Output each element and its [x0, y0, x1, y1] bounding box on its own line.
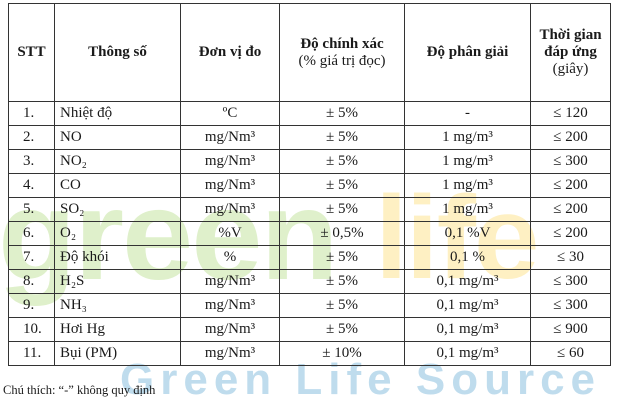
cell-response: ≤ 300: [530, 269, 611, 294]
cell-unit: mg/Nm³: [180, 197, 280, 222]
cell-response: ≤ 60: [530, 341, 611, 366]
cell-resolution: 1 mg/m³: [404, 173, 531, 198]
cell-unit: mg/Nm³: [180, 173, 280, 198]
cell-response: ≤ 200: [530, 197, 611, 222]
cell-param: H₂S: [54, 269, 181, 294]
header-response-line3: (giây): [552, 61, 589, 77]
cell-param: Hơi Hg: [54, 317, 181, 342]
table-row: 3. NO₂ mg/Nm³ ± 5% 1 mg/m³ ≤ 300: [8, 149, 611, 174]
cell-param: O₂: [54, 221, 181, 246]
header-resolution: Độ phân giải: [404, 3, 531, 102]
cell-unit: %V: [180, 221, 280, 246]
cell-accuracy: ± 5%: [279, 125, 405, 150]
cell-stt: 1.: [8, 101, 55, 126]
cell-accuracy: ± 10%: [279, 341, 405, 366]
cell-param: Bụi (PM): [54, 341, 181, 366]
cell-response: ≤ 120: [530, 101, 611, 126]
cell-accuracy: ± 5%: [279, 317, 405, 342]
cell-param: CO: [54, 173, 181, 198]
cell-resolution: 0,1 mg/m³: [404, 269, 531, 294]
cell-resolution: 1 mg/m³: [404, 149, 531, 174]
cell-accuracy: ± 5%: [279, 293, 405, 318]
table-row: 10. Hơi Hg mg/Nm³ ± 5% 0,1 mg/m³ ≤ 900: [8, 317, 611, 342]
cell-unit: mg/Nm³: [180, 341, 280, 366]
cell-resolution: 0,1 mg/m³: [404, 341, 531, 366]
spec-table: STT Thông số Đơn vị đo Độ chính xác (% g…: [8, 3, 611, 366]
cell-response: ≤ 200: [530, 173, 611, 198]
header-unit: Đơn vị đo: [180, 3, 280, 102]
cell-accuracy: ± 5%: [279, 101, 405, 126]
cell-response: ≤ 300: [530, 149, 611, 174]
cell-resolution: 0,1 %: [404, 245, 531, 270]
cell-stt: 4.: [8, 173, 55, 198]
cell-resolution: 1 mg/m³: [404, 197, 531, 222]
cell-accuracy: ± 5%: [279, 197, 405, 222]
cell-resolution: 0,1 mg/m³: [404, 293, 531, 318]
header-accuracy: Độ chính xác (% giá trị đọc): [279, 3, 405, 102]
cell-resolution: 0,1 mg/m³: [404, 317, 531, 342]
table-row: 9. NH₃ mg/Nm³ ± 5% 0,1 mg/m³ ≤ 300: [8, 293, 611, 318]
cell-stt: 7.: [8, 245, 55, 270]
cell-accuracy: ± 0,5%: [279, 221, 405, 246]
cell-stt: 2.: [8, 125, 55, 150]
cell-stt: 3.: [8, 149, 55, 174]
footnote: Chú thích: “-” không quy định: [3, 383, 156, 397]
header-response: Thời gian đáp ứng (giây): [530, 3, 611, 102]
cell-stt: 6.: [8, 221, 55, 246]
table-row: 11. Bụi (PM) mg/Nm³ ± 10% 0,1 mg/m³ ≤ 60: [8, 341, 611, 366]
cell-stt: 5.: [8, 197, 55, 222]
cell-unit: mg/Nm³: [180, 269, 280, 294]
cell-response: ≤ 300: [530, 293, 611, 318]
cell-resolution: 0,1 %V: [404, 221, 531, 246]
cell-unit: ºC: [180, 101, 280, 126]
cell-accuracy: ± 5%: [279, 173, 405, 198]
table-header-row: STT Thông số Đơn vị đo Độ chính xác (% g…: [8, 3, 611, 102]
cell-response: ≤ 30: [530, 245, 611, 270]
cell-param: NO₂: [54, 149, 181, 174]
header-accuracy-title: Độ chính xác: [300, 35, 384, 52]
cell-unit: %: [180, 245, 280, 270]
header-accuracy-sub: (% giá trị đọc): [298, 52, 386, 69]
table-row: 1. Nhiệt độ ºC ± 5% - ≤ 120: [8, 101, 611, 126]
cell-accuracy: ± 5%: [279, 269, 405, 294]
cell-unit: mg/Nm³: [180, 125, 280, 150]
header-param: Thông số: [54, 3, 181, 102]
cell-unit: mg/Nm³: [180, 293, 280, 318]
cell-stt: 9.: [8, 293, 55, 318]
cell-response: ≤ 900: [530, 317, 611, 342]
cell-unit: mg/Nm³: [180, 317, 280, 342]
cell-accuracy: ± 5%: [279, 149, 405, 174]
cell-param: SO₂: [54, 197, 181, 222]
cell-param: NH₃: [54, 293, 181, 318]
header-stt: STT: [8, 3, 55, 102]
cell-resolution: 1 mg/m³: [404, 125, 531, 150]
table-row: 8. H₂S mg/Nm³ ± 5% 0,1 mg/m³ ≤ 300: [8, 269, 611, 294]
cell-response: ≤ 200: [530, 125, 611, 150]
cell-accuracy: ± 5%: [279, 245, 405, 270]
table-row: 7. Độ khói% ± 5% 0,1 % ≤ 30: [8, 245, 611, 270]
cell-unit: mg/Nm³: [180, 149, 280, 174]
table-row: 2. NO mg/Nm³ ± 5% 1 mg/m³ ≤ 200: [8, 125, 611, 150]
header-response-line1: Thời gian: [539, 27, 602, 43]
cell-param: Độ khói: [54, 245, 181, 270]
cell-response: ≤ 200: [530, 221, 611, 246]
cell-stt: 10.: [8, 317, 55, 342]
cell-stt: 8.: [8, 269, 55, 294]
table-row: 4. CO mg/Nm³ ± 5% 1 mg/m³ ≤ 200: [8, 173, 611, 198]
table-row: 5. SO₂ mg/Nm³ ± 5% 1 mg/m³ ≤ 200: [8, 197, 611, 222]
cell-stt: 11.: [8, 341, 55, 366]
cell-resolution: -: [404, 101, 531, 126]
cell-param: NO: [54, 125, 181, 150]
table-body: 1. Nhiệt độ ºC ± 5% - ≤ 120 2. NO mg/Nm³ ± 5% 1 mg…: [8, 101, 611, 366]
header-response-line2: đáp ứng: [544, 44, 597, 60]
cell-param: Nhiệt độ: [54, 101, 181, 126]
table-row: 6. O₂ %V ± 0,5% 0,1 %V ≤ 200: [8, 221, 611, 246]
